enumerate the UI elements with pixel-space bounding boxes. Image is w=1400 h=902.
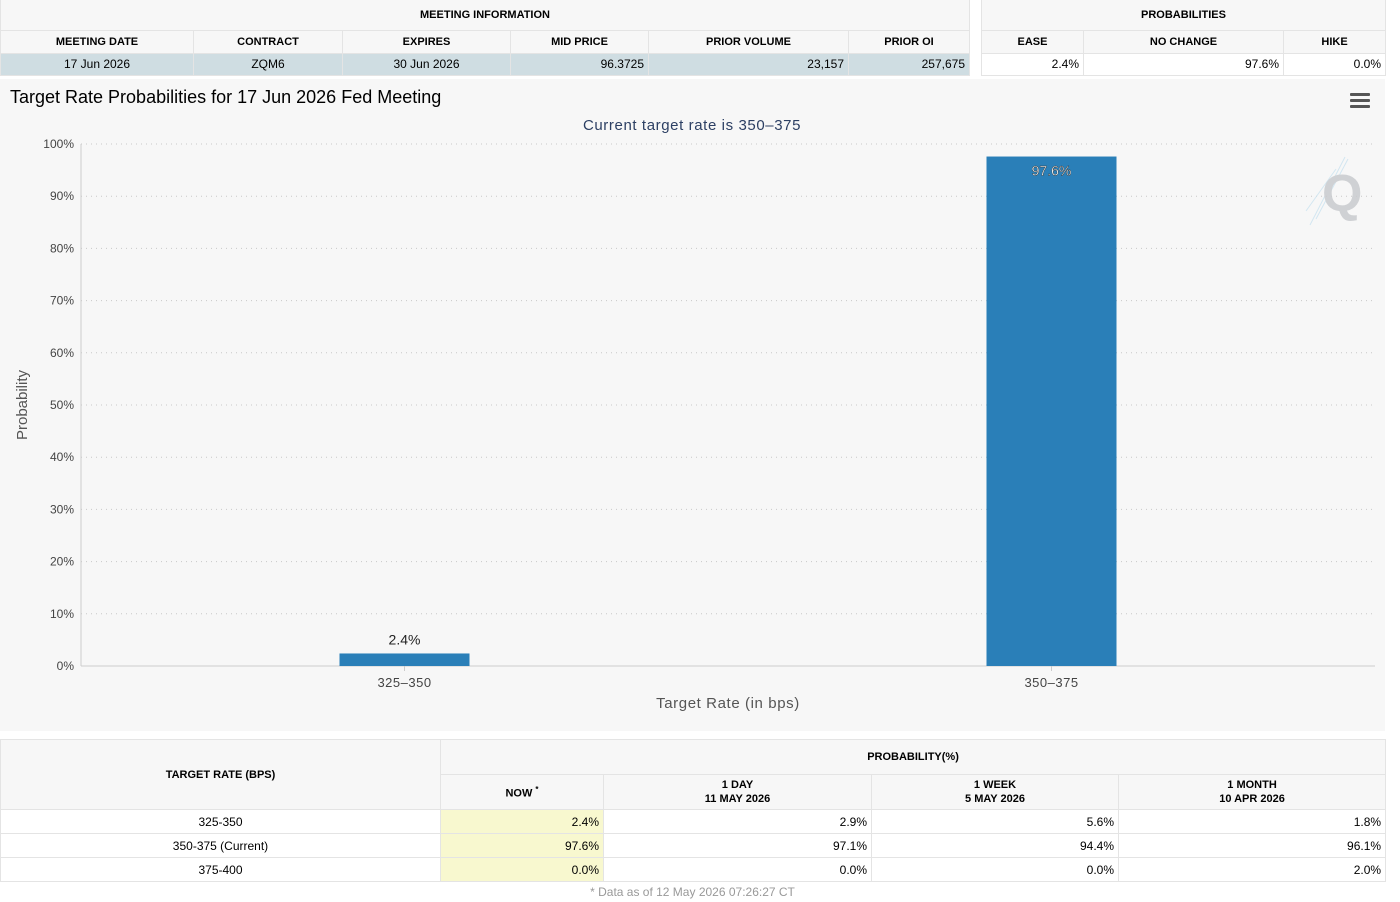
now-value-cell: 97.6% (440, 833, 604, 858)
contract-cell: ZQM6 (193, 52, 343, 76)
probabilities-header: PROBABILITIES (980, 0, 1387, 31)
quikstrike-q-logo: Q (1305, 156, 1362, 226)
no-change-cell: 97.6% (1083, 52, 1284, 76)
y-axis-title: Probability (14, 369, 31, 440)
one-week-value-cell: 0.0% (871, 857, 1119, 882)
chart-container: 0% 10% 20% 30% 40% 50% 60% 70% 80% 90% 100% 325–350… (0, 79, 1385, 731)
one-week-value-cell: 94.4% (871, 833, 1119, 858)
prior-oi-cell: 257,675 (848, 52, 970, 76)
table-row: 375-400 0.0% 0.0% 0.0% 2.0% (0, 857, 1387, 882)
rate-cell: 350-375 (Current) (0, 833, 441, 858)
mid-price-header: MID PRICE (510, 30, 649, 54)
one-day-value-cell: 97.1% (603, 833, 872, 858)
one-day-value-cell: 2.9% (603, 809, 872, 834)
one-month-column-header: 1 MONTH 10 APR 2026 (1117, 774, 1387, 810)
probability-header: PROBABILITY(%) (439, 739, 1387, 775)
one-month-value-cell: 1.8% (1117, 809, 1387, 834)
y-tick-label: 50% (50, 398, 74, 412)
table-row: 325-350 2.4% 2.9% 5.6% 1.8% (0, 809, 1387, 834)
one-month-value-cell: 2.0% (1117, 857, 1387, 882)
y-tick-label: 20% (50, 555, 74, 569)
bar (986, 156, 1117, 666)
one-week-value-cell: 5.6% (871, 809, 1119, 834)
mid-price-cell: 96.3725 (510, 52, 649, 76)
hike-header: HIKE (1282, 30, 1387, 54)
no-change-header: NO CHANGE (1083, 30, 1284, 54)
expires-cell: 30 Jun 2026 (342, 52, 511, 76)
one-week-column-header: 1 WEEK 5 MAY 2026 (871, 774, 1119, 810)
ease-cell: 2.4% (981, 52, 1084, 76)
now-value-cell: 0.0% (440, 857, 604, 882)
one-day-column-header: 1 DAY 11 MAY 2026 (603, 774, 872, 810)
probabilities-table: PROBABILITIES EASE NO CHANGE HIKE 2.4% 9… (980, 0, 1387, 76)
hamburger-menu-icon[interactable] (1350, 93, 1370, 109)
target-rate-probability-table: TARGET RATE (BPS) PROBABILITY(%) NOW * 1… (0, 739, 1387, 882)
x-tick-label: 325–350 (377, 675, 431, 690)
now-value-cell: 2.4% (440, 809, 604, 834)
target-rate-header: TARGET RATE (BPS) (0, 739, 441, 810)
ease-header: EASE (981, 30, 1084, 54)
y-tick-label: 60% (50, 346, 74, 360)
bar-chart: 0% 10% 20% 30% 40% 50% 60% 70% 80% 90% 100% 325–350… (14, 117, 1375, 712)
expires-header: EXPIRES (342, 30, 511, 54)
meeting-information-table: MEETING INFORMATION MEETING DATE CONTRAC… (0, 0, 970, 76)
y-tick-label: 0% (57, 659, 75, 673)
y-tick-label: 70% (50, 294, 74, 308)
one-month-value-cell: 96.1% (1117, 833, 1387, 858)
bar (339, 653, 470, 666)
hike-cell: 0.0% (1282, 52, 1387, 76)
chart-subtitle: Current target rate is 350–375 (583, 117, 801, 134)
now-column-header: NOW * (440, 774, 604, 810)
y-tick-label: 80% (50, 241, 74, 255)
meeting-information-header: MEETING INFORMATION (0, 0, 970, 31)
y-tick-label: 40% (50, 450, 74, 464)
svg-text:Q: Q (1322, 165, 1362, 223)
probabilities-row: 2.4% 97.6% 0.0% (981, 52, 1387, 76)
contract-header: CONTRACT (193, 30, 343, 54)
one-day-value-cell: 0.0% (603, 857, 872, 882)
meeting-date-cell: 17 Jun 2026 (0, 52, 194, 76)
rate-cell: 325-350 (0, 809, 441, 834)
data-timestamp-footnote: * Data as of 12 May 2026 07:26:27 CT (590, 885, 795, 899)
prior-volume-header: PRIOR VOLUME (648, 30, 849, 54)
prior-oi-header: PRIOR OI (848, 30, 970, 54)
y-tick-label: 30% (50, 502, 74, 516)
y-tick-label: 10% (50, 607, 74, 621)
x-tick-label: 350–375 (1024, 675, 1078, 690)
meeting-date-header: MEETING DATE (0, 30, 194, 54)
x-axis-title: Target Rate (in bps) (656, 695, 800, 712)
prior-volume-cell: 23,157 (648, 52, 849, 76)
rate-cell: 375-400 (0, 857, 441, 882)
chart-title: Target Rate Probabilities for 17 Jun 202… (10, 87, 442, 107)
data-label: 2.4% (389, 631, 421, 647)
y-tick-label: 90% (50, 189, 74, 203)
meeting-row[interactable]: 17 Jun 2026 ZQM6 30 Jun 2026 96.3725 23,… (0, 52, 970, 76)
data-label: 97.6% (1032, 163, 1072, 179)
table-row: 350-375 (Current) 97.6% 97.1% 94.4% 96.1… (0, 833, 1387, 858)
y-tick-label: 100% (43, 137, 74, 151)
